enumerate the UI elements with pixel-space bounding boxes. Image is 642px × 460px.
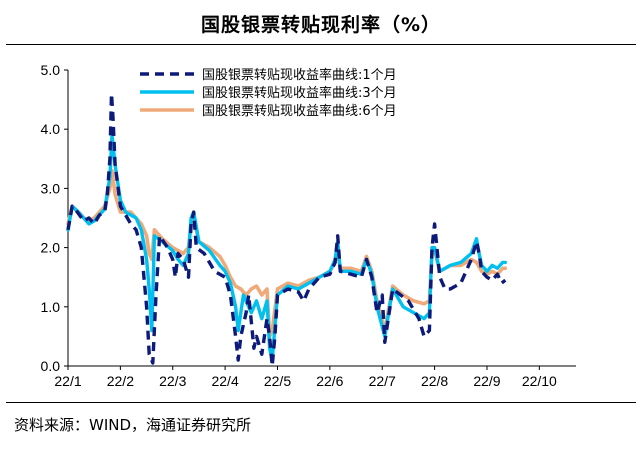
- x-tick-label: 22/1: [54, 373, 81, 389]
- x-tick-label: 22/2: [107, 373, 134, 389]
- legend-label-2: 国股银票转贴现收益率曲线:3个月: [202, 85, 397, 101]
- x-tick-label: 22/8: [421, 373, 448, 389]
- y-tick-label: 5.0: [41, 62, 61, 78]
- legend: 国股银票转贴现收益率曲线:1个月国股银票转贴现收益率曲线:3个月国股银票转贴现收…: [140, 67, 397, 119]
- series-layer: [66, 92, 508, 368]
- legend-label-3: 国股银票转贴现收益率曲线:6个月: [202, 103, 397, 119]
- top-rule: [6, 44, 636, 45]
- x-tick-label: 22/4: [211, 373, 238, 389]
- y-tick-label: 0.0: [41, 358, 61, 374]
- chart-title: 国股银票转贴现利率（%）: [200, 14, 442, 36]
- series-line-2: [66, 133, 507, 362]
- x-tick-label: 22/3: [159, 373, 186, 389]
- series-line-1: [66, 92, 507, 368]
- legend-label-1: 国股银票转贴现收益率曲线:1个月: [202, 67, 397, 83]
- x-tick-label: 22/7: [369, 373, 396, 389]
- series-line-3: [66, 168, 508, 339]
- y-tick-label: 3.0: [41, 180, 61, 196]
- y-tick-label: 4.0: [41, 121, 61, 137]
- bottom-rule: [6, 402, 636, 403]
- line-chart: 0.0 1.0 2.0 3.0 4.0 5.0 22/1 22/2 22/3 22/4 22/5 22…: [41, 62, 576, 389]
- x-tick-label: 22/10: [522, 373, 557, 389]
- source-note: 资料来源：WIND，海通证券研究所: [14, 416, 252, 434]
- x-tick-label: 22/5: [264, 373, 291, 389]
- y-tick-label: 1.0: [41, 299, 61, 315]
- x-tick-label: 22/9: [473, 373, 500, 389]
- y-tick-label: 2.0: [41, 240, 61, 256]
- axes: 0.0 1.0 2.0 3.0 4.0 5.0 22/1 22/2 22/3 22/4 22/5 22…: [41, 62, 576, 389]
- x-tick-label: 22/6: [316, 373, 343, 389]
